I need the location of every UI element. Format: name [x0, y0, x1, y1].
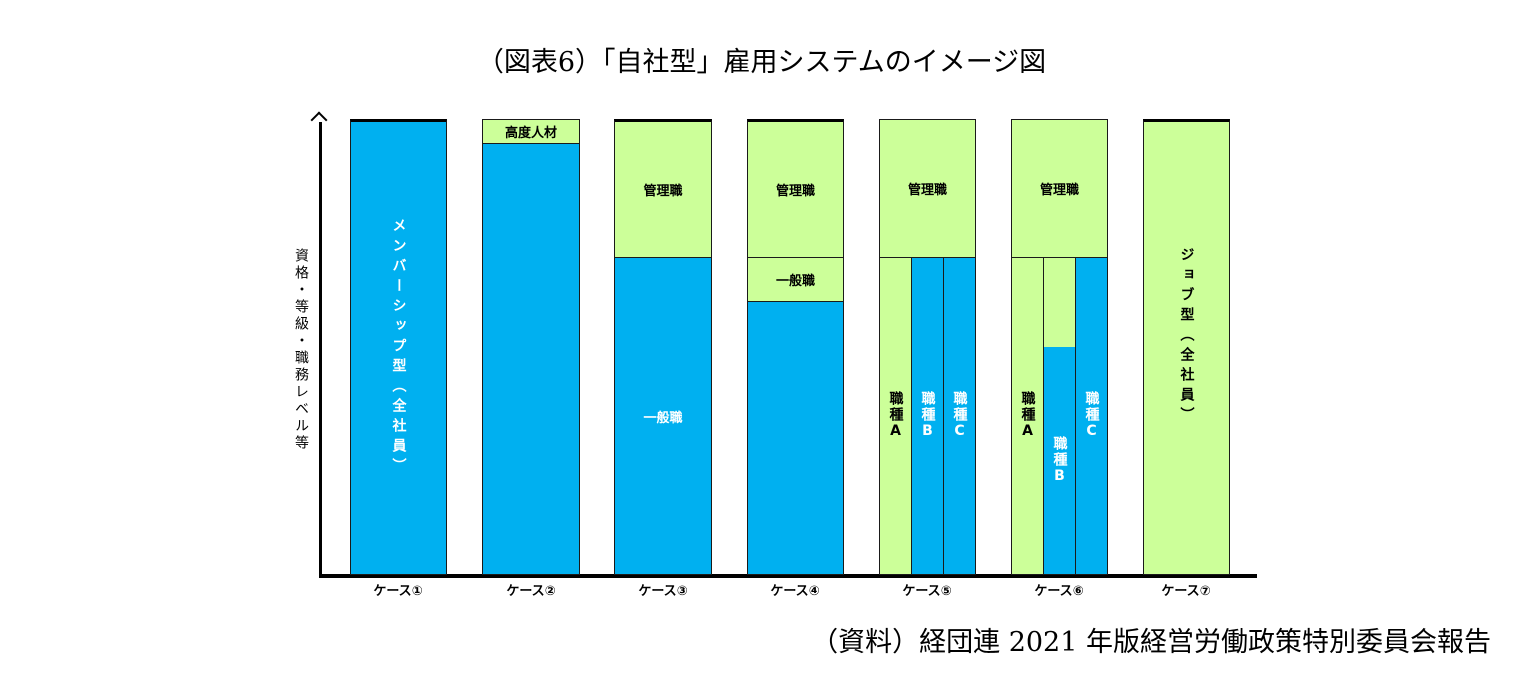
case6-job-a-label: 職種A [1019, 391, 1036, 441]
case5-job-b-block: 職種B [911, 257, 944, 575]
case2-axis-label: ケース② [506, 584, 556, 599]
x-axis-line [319, 574, 1257, 578]
case3-axis-label: ケース③ [638, 584, 688, 599]
y-axis-line [319, 122, 322, 577]
case1-axis-label: ケース① [373, 584, 423, 599]
case3-manager-label: 管理職 [643, 184, 683, 199]
case5-job-c-block: 職種C [943, 257, 976, 575]
case6-manager-block: 管理職 [1011, 119, 1108, 258]
y-axis-arrow-icon [310, 111, 328, 129]
case7-axis-label: ケース⑦ [1161, 584, 1211, 599]
case3-general-label: 一般職 [643, 410, 683, 426]
case3-general-block: 一般職 [614, 257, 712, 575]
case6-manager-label: 管理職 [1039, 183, 1079, 198]
case5-manager-label: 管理職 [907, 183, 947, 198]
case4-manager-block: 管理職 [747, 119, 844, 258]
case2-main-block [482, 143, 580, 575]
case5-job-b-label: 職種B [919, 391, 936, 441]
diagram-title: （図表6）「自社型」雇用システムのイメージ図 [476, 47, 1047, 78]
case6-job-c-label: 職種C [1083, 391, 1100, 441]
case5-axis-label: ケース⑤ [902, 584, 952, 599]
y-axis-label: 資格・等級・職務レベル等 [293, 248, 309, 452]
case4-manager-label: 管理職 [775, 184, 815, 199]
case6-job-b-label: 職種B [1051, 435, 1068, 486]
case2-high-talent-label: 高度人材 [504, 126, 557, 141]
case3-manager-block: 管理職 [614, 119, 712, 258]
case5-manager-block: 管理職 [879, 119, 976, 258]
case5-job-c-label: 職種C [951, 391, 968, 441]
case6-job-b-lower-part: 職種B [1044, 347, 1075, 574]
case6-axis-label: ケース⑥ [1034, 584, 1084, 599]
case6-job-b-block: 職種B [1043, 257, 1076, 575]
case1-label: メンバーシップ型（全社員） [390, 218, 407, 478]
case6-job-a-block: 職種A [1011, 257, 1044, 575]
case5-job-a-label: 職種A [887, 391, 904, 441]
case4-general-block: 一般職 [747, 257, 844, 302]
source-note: （資料）経団連 2021 年版経営労働政策特別委員会報告 [811, 627, 1491, 658]
case2-high-talent-block: 高度人材 [482, 119, 580, 144]
case4-general-label: 一般職 [775, 274, 815, 289]
case4-axis-label: ケース④ [770, 584, 820, 599]
case6-job-c-block: 職種C [1075, 257, 1108, 575]
case5-job-a-block: 職種A [879, 257, 912, 575]
case7-job-type-block: ジョブ型（全社員） [1143, 119, 1230, 575]
case4-main-block [747, 301, 844, 575]
case1-membership-block: メンバーシップ型（全社員） [350, 119, 447, 575]
case7-label: ジョブ型（全社員） [1178, 247, 1195, 427]
